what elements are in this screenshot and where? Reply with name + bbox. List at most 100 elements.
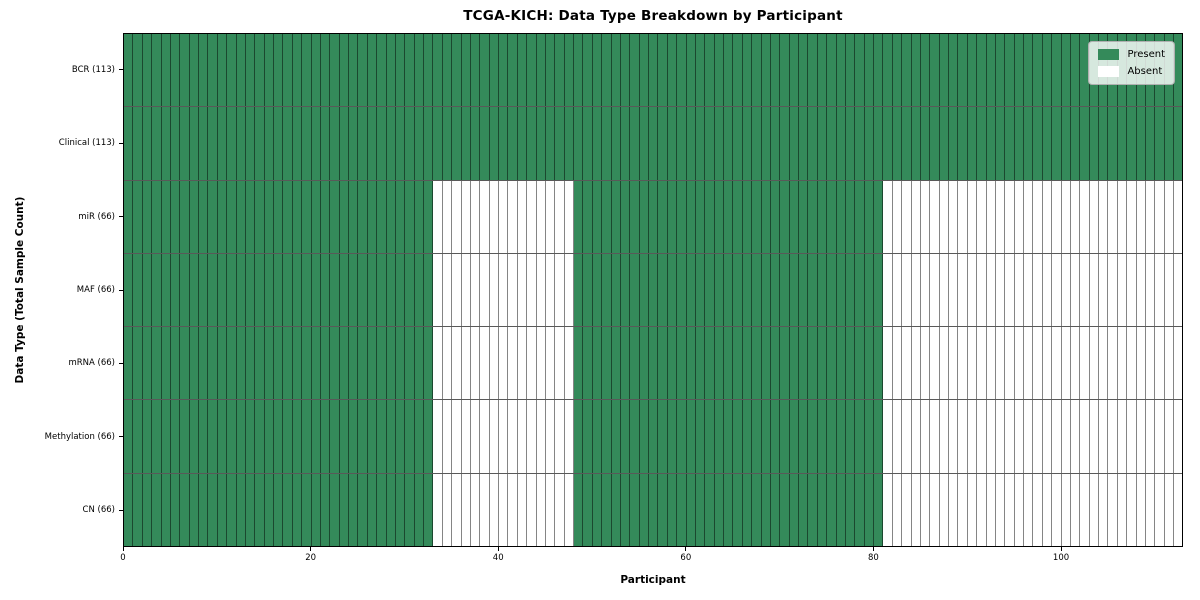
heatmap-cell [995, 253, 1006, 327]
heatmap-cell [395, 473, 406, 546]
heatmap-cell [1042, 253, 1053, 327]
heatmap-cell [780, 327, 790, 400]
heatmap-cell [1108, 473, 1118, 546]
heatmap-cell [302, 253, 312, 327]
heatmap-cell [470, 473, 481, 546]
heatmap-cell [264, 473, 274, 546]
heatmap-cell [1164, 400, 1174, 473]
heatmap-cell [536, 107, 546, 180]
heatmap-cell [339, 473, 349, 546]
heatmap-cell [395, 253, 406, 327]
heatmap-cell [527, 34, 537, 107]
heatmap-cell [433, 253, 443, 327]
heatmap-cell [1174, 400, 1183, 473]
heatmap-cell [733, 400, 743, 473]
heatmap-cell [602, 107, 612, 180]
heatmap-cell [330, 34, 340, 107]
heatmap-cell [508, 473, 518, 546]
heatmap-cell [583, 473, 593, 546]
heatmap-cell [274, 400, 284, 473]
heatmap-cell [808, 327, 818, 400]
heatmap-cell [977, 34, 987, 107]
heatmap-cell [602, 400, 612, 473]
heatmap-row-methylation [124, 400, 1183, 474]
heatmap-cell [1089, 327, 1099, 400]
heatmap-cell [564, 253, 574, 327]
heatmap-cell [152, 180, 162, 253]
heatmap-cell [817, 180, 828, 253]
heatmap-cell [161, 400, 171, 473]
heatmap-cell [920, 400, 931, 473]
heatmap-cell [864, 327, 874, 400]
heatmap-cell [142, 34, 153, 107]
heatmap-cell [986, 253, 996, 327]
heatmap-cell [349, 400, 359, 473]
heatmap-cell [874, 180, 884, 253]
heatmap-cell [199, 34, 209, 107]
heatmap-cell [920, 473, 931, 546]
heatmap-cell [780, 107, 790, 180]
heatmap-cell [1033, 327, 1043, 400]
heatmap-cell [414, 107, 424, 180]
heatmap-cell [1174, 180, 1183, 253]
heatmap-cell [752, 473, 762, 546]
heatmap-cell [892, 327, 903, 400]
heatmap-cell [827, 107, 837, 180]
heatmap-cell [508, 107, 518, 180]
heatmap-cell [695, 34, 706, 107]
heatmap-cell [920, 253, 931, 327]
heatmap-cell [170, 34, 181, 107]
heatmap-cell [630, 180, 640, 253]
heatmap-cell [452, 180, 462, 253]
heatmap-cell [724, 327, 734, 400]
heatmap-cell [414, 34, 424, 107]
heatmap-cell [799, 107, 809, 180]
heatmap-cell [967, 327, 978, 400]
heatmap-cell [958, 34, 968, 107]
heatmap-cell [424, 400, 434, 473]
heatmap-cell [199, 473, 209, 546]
heatmap-cell [714, 473, 724, 546]
heatmap-cell [330, 107, 340, 180]
heatmap-cell [367, 400, 378, 473]
heatmap-cell [386, 327, 396, 400]
heatmap-cell [986, 34, 996, 107]
heatmap-cell [170, 400, 181, 473]
heatmap-cell [780, 180, 790, 253]
heatmap-cell [320, 253, 331, 327]
heatmap-cell [883, 327, 893, 400]
heatmap-cell [208, 107, 218, 180]
heatmap-cell [452, 473, 462, 546]
heatmap-cell [339, 180, 349, 253]
heatmap-cell [320, 327, 331, 400]
y-tick-label-cn: CN (66) [82, 505, 115, 516]
heatmap-cell [977, 253, 987, 327]
heatmap-cell [761, 327, 771, 400]
heatmap-cell [705, 107, 715, 180]
heatmap-cell [705, 400, 715, 473]
heatmap-cell [939, 107, 949, 180]
heatmap-cell [574, 253, 584, 327]
heatmap-cell [161, 327, 171, 400]
heatmap-cell [1136, 107, 1146, 180]
heatmap-cell [986, 400, 996, 473]
heatmap-cell [855, 327, 865, 400]
heatmap-cell [555, 473, 565, 546]
x-tick-mark [122, 547, 124, 551]
heatmap-cell [189, 253, 199, 327]
heatmap-cell [939, 473, 949, 546]
heatmap-cell [864, 400, 874, 473]
heatmap-cell [1136, 473, 1146, 546]
heatmap-cell [517, 34, 528, 107]
heatmap-cell [1136, 400, 1146, 473]
heatmap-cell [958, 107, 968, 180]
heatmap-cell [395, 180, 406, 253]
heatmap-cell [574, 327, 584, 400]
heatmap-cell [770, 473, 781, 546]
heatmap-cell [311, 473, 321, 546]
heatmap-cell [330, 180, 340, 253]
heatmap-cell [649, 473, 659, 546]
heatmap-cell [470, 400, 481, 473]
heatmap-cell [827, 34, 837, 107]
